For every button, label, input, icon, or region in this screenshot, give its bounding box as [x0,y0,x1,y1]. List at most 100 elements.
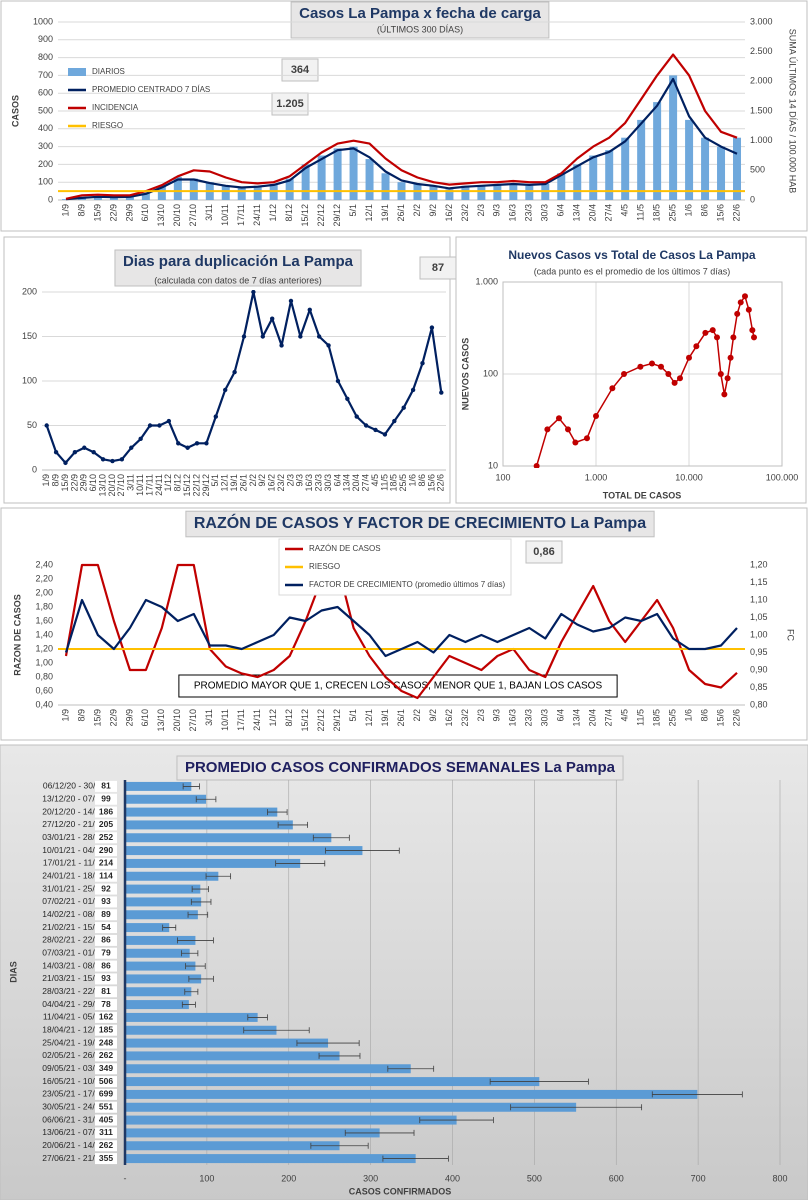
value-label: 114 [99,871,113,881]
bar [125,1064,411,1074]
y-tick-label: 07/03/21 - 01/03/21 [42,948,116,958]
point [671,379,678,386]
y2-tick-label: 0,95 [750,647,768,657]
value-label: 185 [99,1025,113,1035]
x-tick-label: 12/1 [364,204,374,222]
plot [58,563,745,700]
point [373,427,378,433]
value-label: 355 [99,1153,113,1163]
annotation: 1.205 [276,98,304,110]
y-tick-label: 200 [22,286,37,296]
x-tick-label: 1/9 [60,204,70,217]
y-tick-label: 600 [38,88,53,98]
y-tick-label: 23/05/21 - 17/05/21 [42,1089,116,1099]
x-tick-label: 15/9 [92,709,102,727]
point [721,391,728,398]
y-tick-label: 0 [48,194,53,204]
x-tick-label: 15/6 [715,709,725,727]
y-tick-label: 28/02/21 - 22/02/21 [42,935,116,945]
value-label: 79 [101,948,111,958]
y-tick-label: 27/06/21 - 21/06/21 [42,1153,116,1163]
y-tick-label: 0,60 [35,685,53,695]
y-tick-label: 800 [38,52,53,62]
y2-tick-label: 1.500 [750,105,773,115]
y-tick-label: 500 [38,105,53,115]
point [420,361,425,366]
value-label-box [95,1153,117,1165]
bar [125,807,278,817]
x-tick-label: 15/9 [60,474,70,492]
point [439,390,444,395]
bar [125,846,363,856]
value-label: 186 [99,806,113,816]
point [138,436,143,442]
value-label: 699 [99,1089,113,1099]
point [565,426,572,433]
value-label: 349 [99,1063,113,1073]
value-label: 214 [99,858,113,868]
y2-tick-label: 2.500 [750,46,773,56]
value-label-box [95,986,117,998]
value-label: 262 [99,1050,113,1060]
x-tick-label: 8/6 [417,474,427,487]
legend-label: RAZÓN DE CASOS [309,544,381,553]
value-label: 311 [99,1127,113,1137]
point [658,363,665,370]
bar [125,935,196,945]
value-label-box [95,999,117,1011]
bar [221,185,230,200]
x-tick-label: 200 [281,1173,296,1183]
value-label: 54 [101,922,111,932]
title-box [290,1,550,39]
value-label: 405 [99,1114,113,1124]
y-tick-label: 100 [22,375,37,385]
x-tick-label: 300 [363,1173,378,1183]
x-tick-label: 4/5 [620,204,630,217]
value-label-box [95,793,117,805]
value-label: 262 [99,1140,113,1150]
x-tick-label: 9/2 [428,204,438,217]
value-label: 205 [99,819,113,829]
x-tick-label: 2/2 [412,709,422,722]
bar [429,185,438,200]
x-tick-label: 22/6 [436,474,446,492]
error-bar [510,1104,643,1111]
point [533,463,540,468]
point [382,432,388,437]
y-tick-label: 0,80 [35,671,53,681]
point [702,329,709,336]
point [185,445,190,450]
error-bar [187,911,209,918]
panel [455,236,807,504]
y-tick-label: 31/01/21 - 25/01/21 [42,883,116,893]
bar [669,75,678,200]
y-tick-label: 20/12/20 - 14/12/20 [42,806,116,816]
x-tick-label: 23/2 [276,474,286,492]
x-tick-label: 6/4 [556,709,566,722]
point [326,343,331,348]
bar [653,102,662,200]
bar [125,781,192,791]
bar [637,119,646,200]
error-bar [387,1065,435,1072]
x-tick-label: 9/3 [295,474,305,487]
chart-title: PROMEDIO CASOS CONFIRMADOS SEMANALES La … [185,759,616,776]
y-tick-label: 150 [22,331,37,341]
legend-label: RIESGO [92,121,123,130]
y2-tick-label: 3.000 [750,16,773,26]
point [269,316,275,321]
x-tick-label: 22/12 [316,204,326,227]
value-label-box [95,819,117,831]
y-tick-label: 0 [32,464,37,474]
value-label-box [95,806,117,818]
value-label: 252 [99,832,113,842]
x-tick-label: 10/11 [220,204,230,226]
y2-tick-label: 1,00 [750,629,768,639]
y-tick-label: 28/03/21 - 22/03/21 [42,986,116,996]
plot [533,293,758,468]
value-label: 89 [101,909,111,919]
bar [733,137,742,200]
y2-axis-label: FC [786,629,796,641]
bar [701,137,710,200]
